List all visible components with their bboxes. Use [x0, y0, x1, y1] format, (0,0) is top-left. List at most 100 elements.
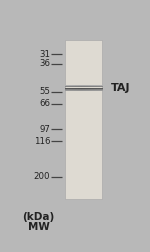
Bar — [100, 90, 101, 91]
Bar — [92, 89, 93, 90]
Bar — [81, 89, 82, 90]
Bar — [76, 87, 77, 88]
Bar — [89, 89, 90, 90]
Bar — [94, 88, 95, 89]
Bar — [81, 90, 82, 91]
Bar — [83, 85, 84, 86]
Bar — [90, 89, 91, 90]
Bar — [81, 86, 82, 87]
Bar — [70, 86, 71, 87]
Bar — [96, 88, 97, 89]
Bar — [82, 87, 83, 88]
Bar — [97, 90, 98, 91]
Bar — [73, 87, 74, 88]
Bar — [96, 87, 97, 88]
Text: 55: 55 — [39, 87, 50, 96]
Bar — [69, 85, 70, 86]
Bar — [85, 90, 86, 91]
Bar — [87, 86, 88, 87]
Bar — [89, 88, 90, 89]
Text: 36: 36 — [39, 59, 50, 69]
Bar — [86, 89, 87, 90]
Bar — [71, 89, 72, 90]
Bar — [98, 88, 99, 89]
Bar — [92, 87, 93, 88]
Bar — [71, 87, 72, 88]
Bar — [72, 85, 73, 86]
Bar — [75, 88, 76, 89]
Bar — [99, 87, 100, 88]
Bar — [86, 86, 87, 87]
Bar — [99, 85, 100, 86]
Bar — [80, 89, 81, 90]
Text: 97: 97 — [39, 125, 50, 134]
Bar — [84, 86, 85, 87]
Bar — [90, 85, 91, 86]
Bar — [80, 88, 81, 89]
Bar — [73, 86, 74, 87]
Bar — [95, 89, 96, 90]
Bar — [67, 89, 68, 90]
Bar — [74, 87, 75, 88]
Bar — [100, 86, 102, 87]
Bar — [87, 88, 88, 89]
Bar — [70, 87, 71, 88]
Bar — [100, 89, 102, 90]
Bar — [91, 85, 92, 86]
Bar — [98, 85, 99, 86]
Text: TAJ: TAJ — [111, 83, 130, 93]
Bar — [78, 89, 79, 90]
Bar — [92, 88, 93, 89]
Bar — [102, 88, 103, 89]
Bar — [71, 85, 72, 86]
Bar — [87, 85, 88, 86]
Bar — [80, 86, 81, 87]
Bar — [92, 86, 93, 87]
Bar — [67, 87, 68, 88]
Bar — [68, 88, 69, 89]
Bar — [68, 89, 69, 90]
Bar — [89, 90, 90, 91]
Bar — [74, 85, 75, 86]
Bar — [68, 86, 69, 87]
Text: 200: 200 — [34, 172, 50, 181]
Bar — [93, 88, 94, 89]
Bar — [79, 89, 80, 90]
Bar — [100, 90, 102, 91]
Bar — [65, 85, 66, 86]
Bar — [68, 90, 69, 91]
Bar — [91, 87, 92, 88]
Bar — [81, 85, 82, 86]
Bar — [90, 90, 91, 91]
Bar — [91, 86, 92, 87]
Bar — [84, 85, 85, 86]
Bar — [96, 89, 97, 90]
Bar — [77, 87, 78, 88]
Bar — [69, 86, 70, 87]
Bar — [100, 89, 101, 90]
Bar — [82, 85, 83, 86]
Bar — [66, 90, 67, 91]
Bar — [94, 90, 95, 91]
Bar — [99, 86, 100, 87]
Bar — [73, 88, 74, 89]
Bar — [84, 87, 85, 88]
Bar — [100, 87, 102, 88]
Bar — [74, 89, 75, 90]
Bar — [80, 85, 81, 86]
Bar — [65, 88, 66, 89]
Bar — [78, 90, 79, 91]
Text: (kDa): (kDa) — [22, 212, 55, 222]
Bar — [77, 88, 78, 89]
Bar — [86, 85, 87, 86]
Bar — [79, 85, 80, 86]
Bar — [78, 87, 79, 88]
Bar — [98, 87, 99, 88]
Bar — [76, 86, 77, 87]
Bar — [67, 88, 68, 89]
Bar — [95, 88, 96, 89]
Bar — [65, 89, 66, 90]
Bar — [83, 89, 84, 90]
Bar — [89, 85, 90, 86]
Text: 66: 66 — [39, 99, 50, 108]
